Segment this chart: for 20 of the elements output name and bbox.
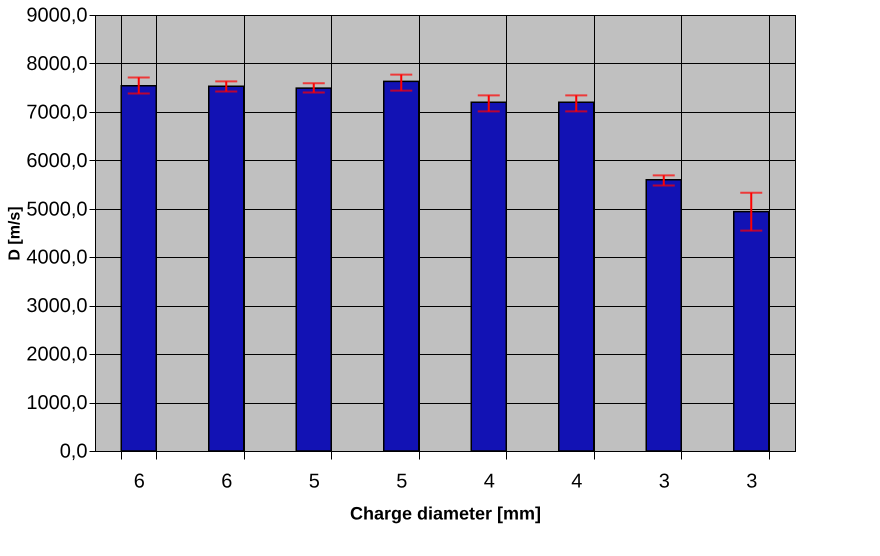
- y-tick-label: 2000,0: [26, 344, 88, 366]
- x-tick-label: 4: [484, 470, 495, 492]
- x-tick-label: 4: [571, 470, 582, 492]
- y-tick-label: 4000,0: [26, 246, 88, 269]
- y-tick-label: 0,0: [60, 440, 88, 462]
- x-tick-label: 5: [308, 470, 320, 492]
- y-tick-label: 5000,0: [26, 198, 88, 220]
- y-axis-title: D [m/s]: [6, 206, 24, 261]
- y-tick-label: 1000,0: [26, 392, 88, 414]
- y-tick-label: 7000,0: [26, 101, 88, 124]
- x-tick-label: 6: [134, 470, 145, 492]
- y-tick-label: 9000,0: [26, 4, 88, 26]
- y-tick-label: 3000,0: [26, 295, 88, 318]
- y-tick-label: 8000,0: [26, 52, 88, 75]
- y-tick-label: 6000,0: [26, 150, 88, 172]
- x-tick-label: 5: [396, 470, 408, 492]
- x-axis-title: Charge diameter [mm]: [350, 504, 542, 524]
- x-tick-label: 3: [658, 470, 670, 492]
- x-tick-label: 3: [746, 470, 758, 492]
- x-tick-label: 6: [221, 470, 232, 492]
